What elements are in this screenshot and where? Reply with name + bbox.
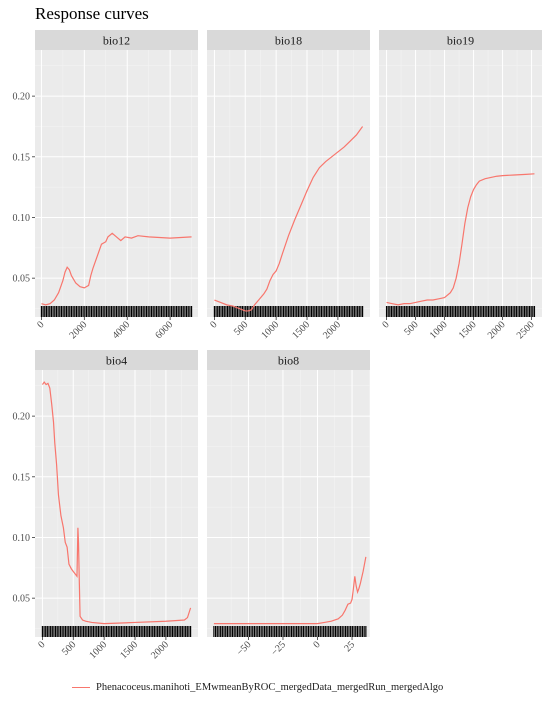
x-tick-label: 25: [342, 639, 357, 654]
y-tick-label: 0.05: [13, 594, 31, 605]
panel-background: [379, 50, 542, 317]
facet-label: bio12: [103, 34, 130, 48]
x-tick-label: 1000: [428, 319, 450, 341]
x-tick-label: 0: [311, 639, 322, 650]
facet-label: bio18: [275, 34, 302, 48]
x-tick-label: 2000: [149, 639, 171, 661]
panel-background: [35, 50, 198, 317]
x-tick-label: 2000: [321, 319, 343, 341]
y-tick-label: 0.05: [13, 274, 31, 285]
x-tick-label: 0: [380, 319, 391, 330]
x-tick-label: −25: [269, 639, 288, 658]
y-tick-label: 0.10: [13, 213, 31, 224]
x-tick-label: 0: [35, 319, 46, 330]
panel-bio12: bio12 0.05 0.10 0.15 0.20 0 2000 4000 6000: [13, 30, 199, 341]
panel-bio18: bio18 0 500 1000 1500 2000: [207, 30, 370, 341]
x-tick-label: 500: [60, 639, 78, 657]
x-tick-label: 500: [402, 319, 420, 337]
panel-background: [207, 50, 370, 317]
facet-label: bio4: [106, 354, 127, 368]
panel-background: [207, 370, 370, 637]
facet-label: bio19: [447, 34, 474, 48]
x-tick-label: 2000: [68, 319, 90, 341]
y-tick-label: 0.20: [13, 412, 31, 423]
x-tick-label: −50: [235, 639, 254, 658]
legend-label: Phenacoceus.manihoti_EMwmeanByROC_merged…: [96, 682, 443, 693]
panel-bio4: bio4 0.05 0.10 0.15 0.20 0 500 1000 1500 2000: [13, 350, 199, 661]
x-tick-label: 2000: [486, 319, 508, 341]
x-tick-label: 500: [232, 319, 250, 337]
legend-key-line: [72, 687, 90, 688]
response-curves-plot: bio12 0.05 0.10 0.15 0.20 0 2000 4000 6000 bio18 0…: [0, 0, 550, 675]
x-tick-label: 4000: [110, 319, 132, 341]
x-tick-label: 0: [36, 639, 47, 650]
x-tick-label: 1000: [87, 639, 109, 661]
y-tick-label: 0.20: [13, 92, 31, 103]
panel-bio8: bio8 −50 −25 0 25: [207, 350, 370, 658]
x-tick-label: 2500: [515, 319, 537, 341]
x-tick-label: 6000: [153, 319, 175, 341]
panel-bio19: bio19 0 500 1000 1500 2000 2500: [379, 30, 542, 341]
x-tick-label: 1000: [259, 319, 281, 341]
legend: Phenacoceus.manihoti_EMwmeanByROC_merged…: [72, 679, 443, 695]
x-tick-label: 1500: [290, 319, 312, 341]
y-tick-label: 0.15: [13, 472, 31, 483]
x-tick-label: 0: [208, 319, 219, 330]
x-tick-label: 1500: [118, 639, 140, 661]
y-tick-label: 0.10: [13, 533, 31, 544]
facet-label: bio8: [278, 354, 299, 368]
x-tick-label: 1500: [457, 319, 479, 341]
y-tick-label: 0.15: [13, 152, 31, 163]
